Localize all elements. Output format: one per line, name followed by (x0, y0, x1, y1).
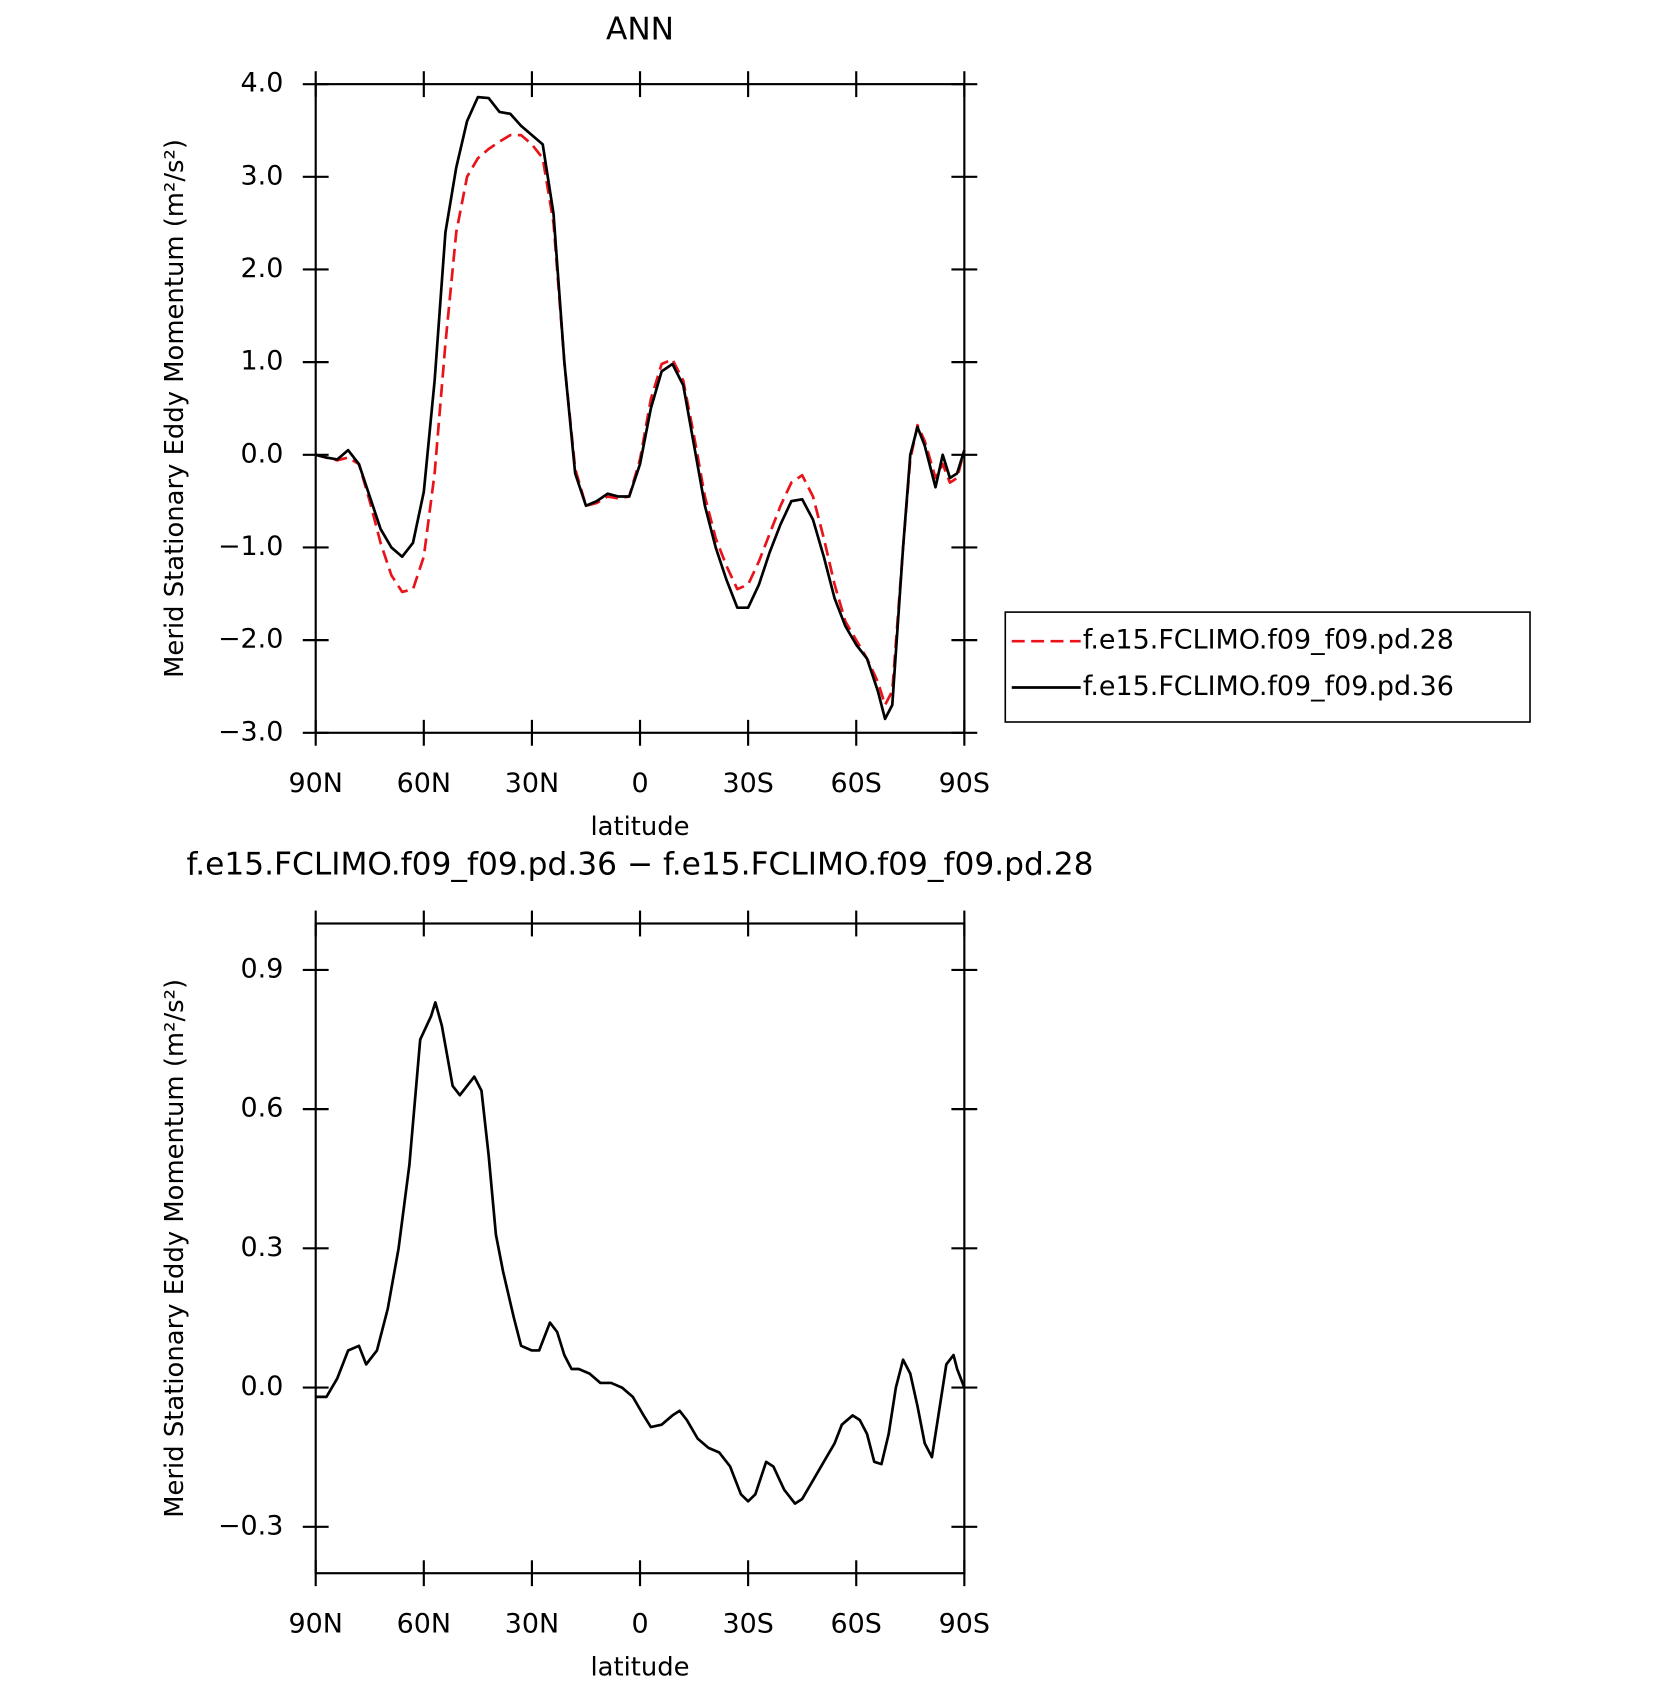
y-tick-label: −1.0 (218, 531, 283, 562)
x-tick-label: 60N (397, 1608, 451, 1639)
x-tick-label: 90S (939, 768, 990, 799)
chart-title: f.e15.FCLIMO.f09_f09.pd.36 − f.e15.FCLIM… (187, 846, 1094, 882)
x-axis-label: latitude (590, 1653, 689, 1683)
y-tick-label: −0.3 (218, 1510, 283, 1541)
plot-frame (314, 922, 966, 1575)
y-tick-label: 2.0 (241, 253, 284, 284)
y-axis-label: Merid Stationary Eddy Momentum (m²/s²) (160, 979, 190, 1518)
y-tick-label: −2.0 (218, 624, 283, 655)
y-tick-label: 3.0 (241, 160, 284, 191)
x-tick-label: 30N (505, 1608, 559, 1639)
y-tick-label: −3.0 (218, 716, 283, 747)
chart-title: ANN (606, 11, 674, 47)
y-tick-label: 0.9 (241, 953, 284, 984)
x-tick-label: 90N (288, 768, 342, 799)
y-tick-label: 4.0 (241, 68, 284, 99)
x-tick-label: 0 (631, 1608, 648, 1639)
y-tick-label: 0.0 (241, 1371, 284, 1402)
y-tick-label: 0.0 (241, 438, 284, 469)
y-tick-label: 1.0 (241, 346, 284, 377)
data-line (315, 95, 966, 721)
x-tick-label: 90N (288, 1608, 342, 1639)
data-line (315, 1001, 966, 1505)
plot-frame (314, 83, 966, 734)
x-tick-label: 90S (939, 1608, 990, 1639)
x-axis-label: latitude (590, 812, 689, 842)
y-tick-label: 0.3 (241, 1232, 284, 1263)
x-tick-label: 30N (505, 768, 559, 799)
x-tick-label: 30S (722, 1608, 773, 1639)
x-tick-label: 60N (397, 768, 451, 799)
x-tick-label: 30S (722, 768, 773, 799)
y-tick-label: 0.6 (241, 1093, 284, 1124)
x-tick-label: 60S (831, 1608, 882, 1639)
x-tick-label: 0 (631, 768, 648, 799)
data-line (315, 133, 966, 707)
legend-label: f.e15.FCLIMO.f09_f09.pd.36 (1083, 671, 1454, 702)
y-axis-label: Merid Stationary Eddy Momentum (m²/s²) (160, 139, 190, 678)
legend-label: f.e15.FCLIMO.f09_f09.pd.28 (1083, 625, 1454, 656)
legend-box (1004, 611, 1531, 723)
x-tick-label: 60S (831, 768, 882, 799)
